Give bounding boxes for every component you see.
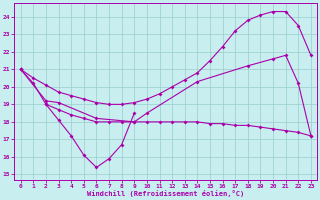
X-axis label: Windchill (Refroidissement éolien,°C): Windchill (Refroidissement éolien,°C) bbox=[87, 190, 244, 197]
